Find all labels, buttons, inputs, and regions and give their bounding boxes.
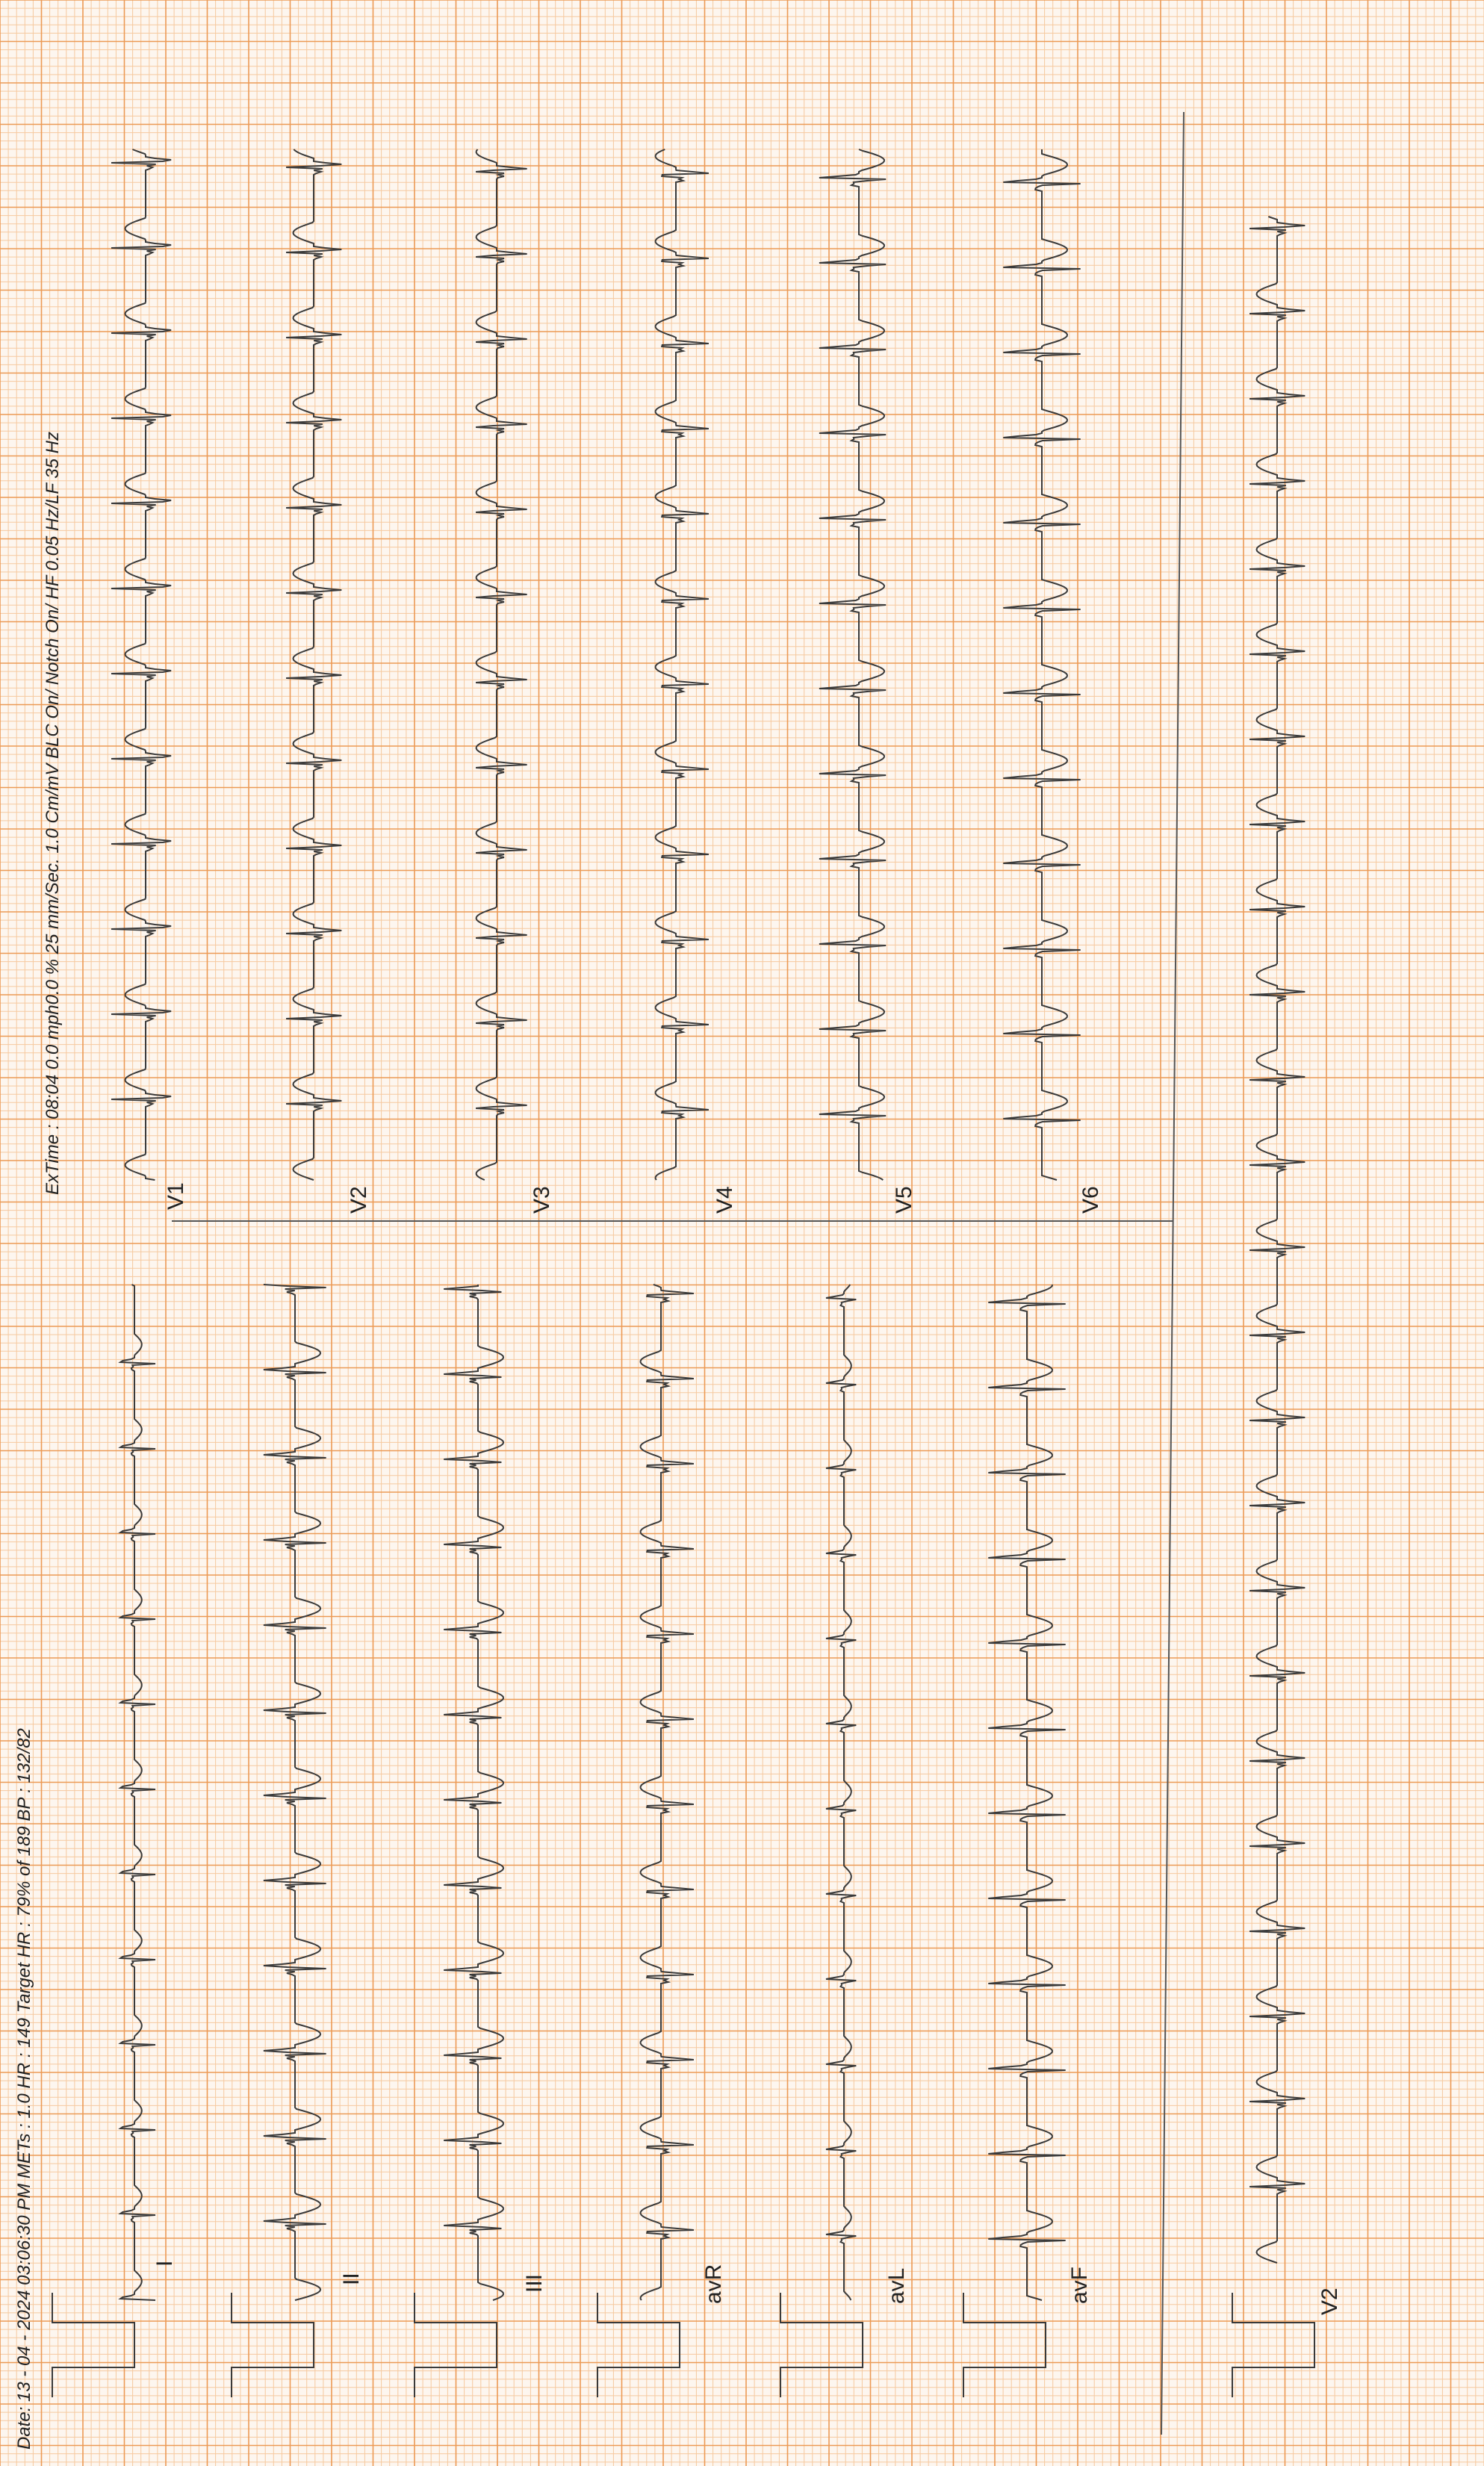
header-left: Date: 13 - 04 - 2024 03:06:30 PM METs : … (14, 1728, 34, 2450)
lead-label-I: I (152, 2261, 177, 2267)
calibration-pulse (231, 2293, 314, 2397)
trace-lead-V4 (654, 149, 709, 1181)
trace-lead-V5 (819, 149, 887, 1181)
lead-label-avF: avF (1067, 2267, 1092, 2304)
trace-lead-avL (825, 1284, 857, 2301)
calibration-pulse (963, 2293, 1046, 2397)
calibration-pulses (52, 2293, 1315, 2397)
lead-label-III: III (522, 2274, 547, 2293)
ecg-traces (111, 149, 1306, 2301)
lead-label-avL: avL (884, 2268, 909, 2304)
lead-label-V4: V4 (712, 1186, 737, 1214)
trace-lead-III (444, 1285, 505, 2301)
lead-label-V2: V2 (347, 1186, 371, 1214)
lead-label-avR: avR (701, 2264, 726, 2304)
trace-lead-V1 (111, 149, 172, 1181)
header-right: ExTime : 08:04 0.0 mph0.0 % 25 mm/Sec. 1… (43, 432, 63, 1195)
trace-lead-V6 (1003, 149, 1081, 1181)
calibration-pulse (780, 2293, 863, 2397)
calibration-pulse (1232, 2293, 1315, 2397)
lead-label-V5: V5 (892, 1186, 916, 1214)
trace-lead-V3 (475, 149, 527, 1181)
trace-lead-avF (988, 1284, 1066, 2301)
lead-label-II: II (339, 2273, 364, 2285)
calibration-pulse (597, 2293, 680, 2397)
trace-lead-avR (639, 1284, 694, 2301)
rhythm-lead-label: V2 (1317, 2288, 1342, 2315)
trace-lead-I (118, 1284, 156, 2301)
trace-rhythm-V2 (1249, 216, 1306, 2264)
lead-label-V6: V6 (1078, 1186, 1103, 1214)
trace-lead-II (263, 1284, 326, 2301)
calibration-pulse (414, 2293, 497, 2397)
trace-lead-V2 (286, 149, 342, 1181)
lead-label-V3: V3 (530, 1186, 554, 1214)
calibration-pulse (52, 2293, 135, 2397)
lead-label-V1: V1 (164, 1182, 188, 1210)
rhythm-divider-vertical (1161, 111, 1185, 2435)
